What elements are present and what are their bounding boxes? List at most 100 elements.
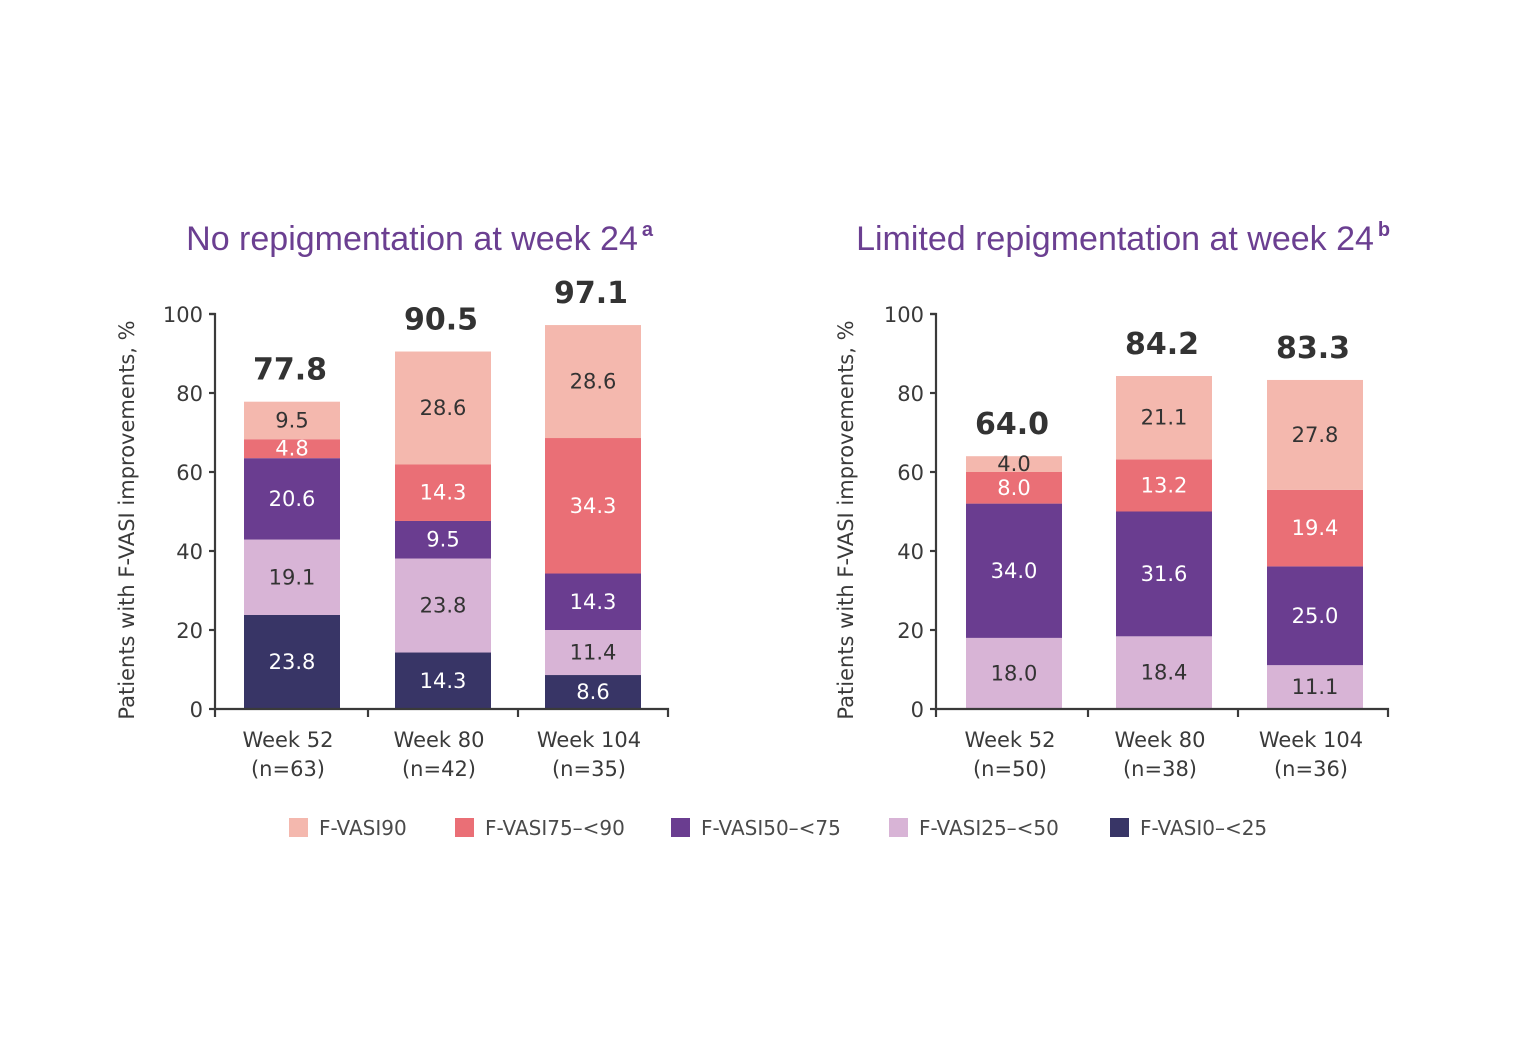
segment-value-label: 18.0	[991, 661, 1038, 685]
segment-value-label: 27.8	[1292, 423, 1339, 447]
bar-segment-fvasi90	[966, 456, 1062, 472]
bar-segment-fvasi90	[395, 351, 491, 465]
legend-swatch-fvasi25	[889, 818, 908, 837]
bar-total-label: 84.2	[1125, 327, 1199, 362]
x-category-n-label: (n=42)	[402, 757, 476, 781]
segment-value-label: 28.6	[420, 396, 467, 420]
segment-value-label: 9.5	[275, 408, 308, 432]
bar-total-label: 90.5	[404, 303, 478, 338]
segment-value-label: 23.8	[269, 650, 316, 674]
panel-title-2: Limited repigmentation at week 24	[856, 220, 1374, 258]
segment-value-label: 4.8	[275, 437, 308, 461]
segment-value-label: 8.0	[997, 476, 1030, 500]
legend-swatch-fvasi75	[455, 818, 474, 837]
segment-value-label: 19.1	[269, 565, 316, 589]
segment-value-label: 13.2	[1141, 473, 1188, 497]
y-tick-label: 40	[897, 540, 924, 564]
bar-segment-fvasi90	[244, 401, 340, 440]
bar-total-label: 83.3	[1276, 331, 1350, 366]
y-tick-label: 0	[911, 698, 924, 722]
segment-value-label: 4.0	[997, 452, 1030, 476]
y-axis-label: Patients with F-VASI improvements, %	[115, 320, 139, 719]
bar-segment-fvasi50	[395, 520, 491, 559]
x-category-label: Week 104	[1259, 728, 1363, 752]
bar-segment-fvasi50	[545, 573, 641, 630]
bar-total-label: 77.8	[253, 353, 327, 388]
bar-segment-fvasi75	[395, 464, 491, 521]
y-tick-label: 20	[176, 619, 203, 643]
bar-segment-fvasi75	[545, 438, 641, 574]
segment-value-label: 14.3	[420, 669, 467, 693]
y-tick-label: 80	[897, 382, 924, 406]
x-category-n-label: (n=36)	[1274, 757, 1348, 781]
bar-segment-fvasi75	[966, 472, 1062, 504]
x-category-n-label: (n=50)	[973, 757, 1047, 781]
segment-value-label: 28.6	[570, 370, 617, 394]
bar-segment-fvasi90	[545, 325, 641, 439]
legend-label-fvasi90: F-VASI90	[319, 816, 407, 840]
y-axis-label: Patients with F-VASI improvements, %	[834, 320, 858, 719]
segment-value-label: 25.0	[1292, 604, 1339, 628]
y-tick-label: 100	[884, 303, 924, 327]
x-category-label: Week 80	[1115, 728, 1206, 752]
title-footnote-marker: a	[642, 219, 654, 241]
legend-label-fvasi50: F-VASI50–<75	[701, 816, 841, 840]
title-footnote-marker: b	[1378, 219, 1390, 241]
segment-value-label: 14.3	[420, 481, 467, 505]
x-category-label: Week 80	[394, 728, 485, 752]
legend-swatch-fvasi90	[289, 818, 308, 837]
segment-value-label: 23.8	[420, 594, 467, 618]
segment-value-label: 8.6	[576, 680, 609, 704]
bar-segment-fvasi0	[244, 614, 340, 709]
panel-title-1: No repigmentation at week 24	[186, 220, 638, 258]
x-category-label: Week 52	[965, 728, 1056, 752]
bar-segment-fvasi25	[1267, 665, 1363, 709]
y-tick-label: 20	[897, 619, 924, 643]
bar-segment-fvasi90	[1267, 379, 1363, 490]
segment-value-label: 19.4	[1292, 516, 1339, 540]
segment-value-label: 11.4	[570, 641, 617, 665]
bar-segment-fvasi25	[244, 539, 340, 615]
y-tick-label: 60	[897, 461, 924, 485]
bar-segment-fvasi90	[1116, 376, 1212, 460]
segment-value-label: 34.3	[570, 494, 617, 518]
segment-value-label: 20.6	[269, 487, 316, 511]
bar-segment-fvasi50	[1116, 511, 1212, 637]
segment-value-label: 18.4	[1141, 661, 1188, 685]
bar-segment-fvasi75	[1267, 489, 1363, 567]
y-tick-label: 40	[176, 540, 203, 564]
bar-segment-fvasi75	[1116, 459, 1212, 512]
bar-total-label: 97.1	[554, 276, 628, 311]
y-tick-label: 80	[176, 382, 203, 406]
legend-label-fvasi0: F-VASI0–<25	[1140, 816, 1267, 840]
y-tick-label: 100	[163, 303, 203, 327]
segment-value-label: 9.5	[426, 528, 459, 552]
bar-segment-fvasi0	[545, 675, 641, 709]
bar-total-label: 64.0	[975, 407, 1049, 442]
bar-segment-fvasi75	[244, 439, 340, 459]
bar-segment-fvasi50	[244, 458, 340, 540]
x-category-label: Week 52	[243, 728, 334, 752]
y-tick-label: 0	[190, 698, 203, 722]
segment-value-label: 14.3	[570, 590, 617, 614]
segment-value-label: 31.6	[1141, 562, 1188, 586]
x-category-n-label: (n=35)	[552, 757, 626, 781]
segment-value-label: 34.0	[991, 559, 1038, 583]
x-category-n-label: (n=38)	[1123, 757, 1197, 781]
bar-segment-fvasi50	[1267, 566, 1363, 666]
bar-segment-fvasi50	[966, 503, 1062, 638]
legend-label-fvasi25: F-VASI25–<50	[919, 816, 1059, 840]
segment-value-label: 11.1	[1292, 675, 1339, 699]
x-category-label: Week 104	[537, 728, 641, 752]
legend-swatch-fvasi0	[1110, 818, 1129, 837]
legend-label-fvasi75: F-VASI75–<90	[485, 816, 625, 840]
bar-segment-fvasi0	[395, 652, 491, 709]
bar-segment-fvasi25	[395, 558, 491, 653]
y-tick-label: 60	[176, 461, 203, 485]
legend-swatch-fvasi50	[671, 818, 690, 837]
bar-segment-fvasi25	[1116, 636, 1212, 709]
bar-segment-fvasi25	[966, 637, 1062, 709]
segment-value-label: 21.1	[1141, 406, 1188, 430]
bar-segment-fvasi25	[545, 630, 641, 676]
